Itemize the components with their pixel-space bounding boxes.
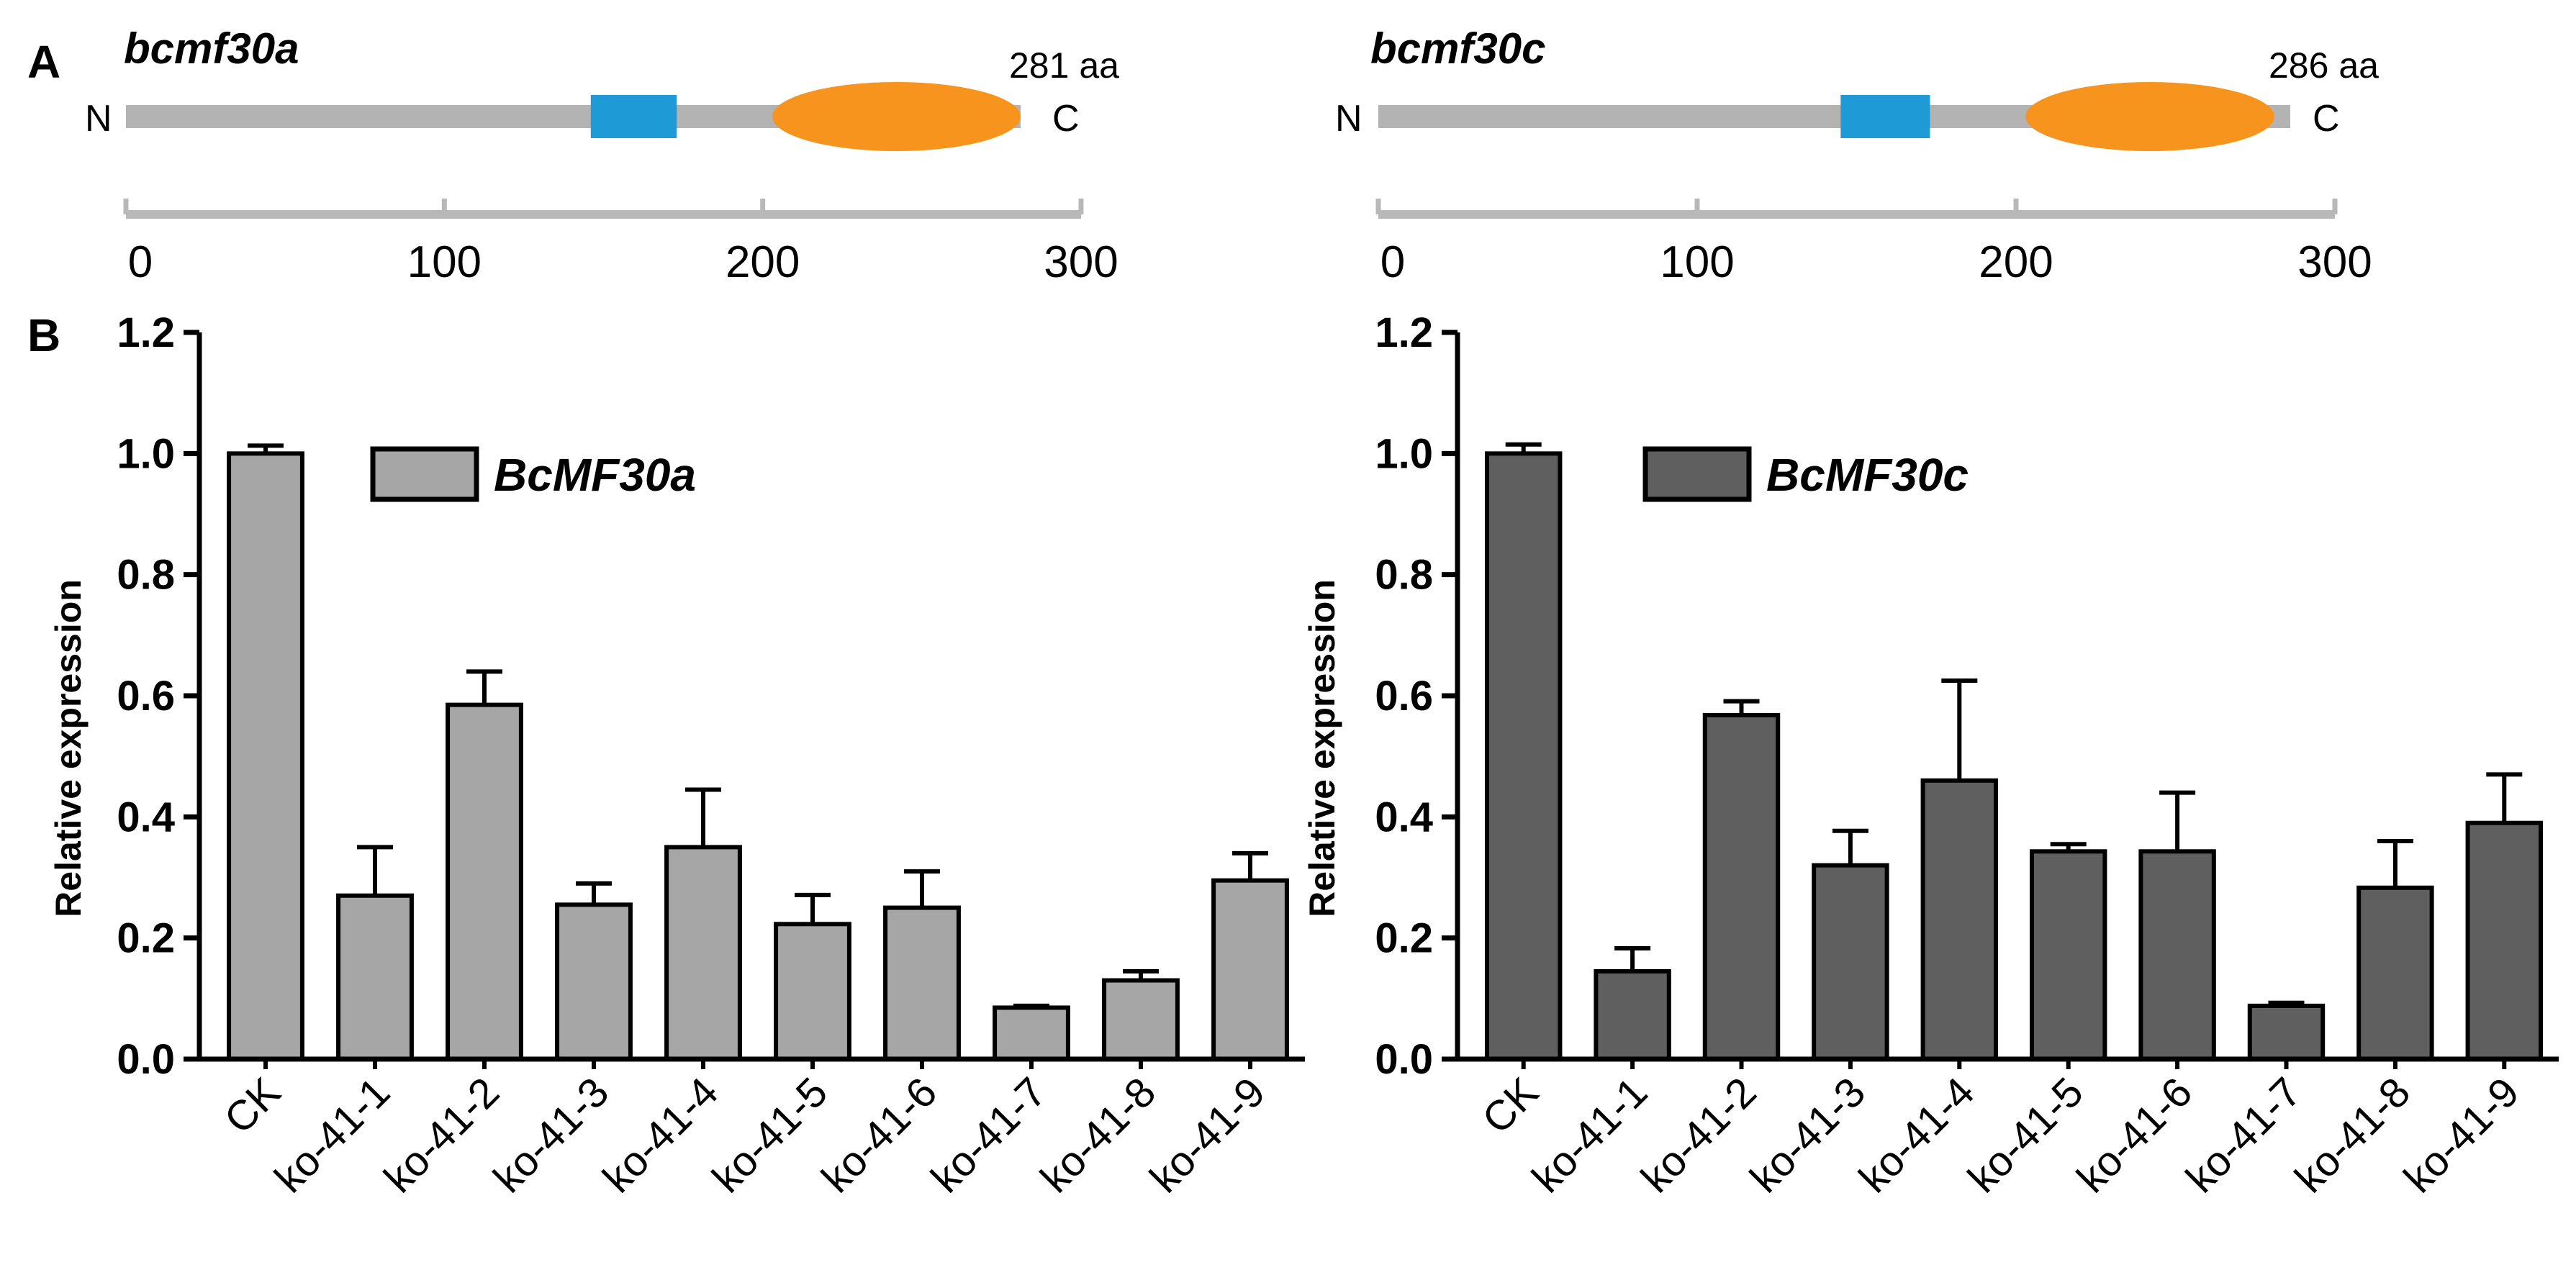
bar-ko-41-5 [774, 922, 851, 1062]
legend-label: BcMF30c [1766, 449, 1969, 501]
gene-name: bcmf30a [124, 24, 299, 73]
protein-diagram-bcmf30a: bcmf30a 281 aa N C 0 100 200 300 [85, 24, 1119, 287]
x-tick-label: ko-41-8 [2286, 1068, 2419, 1202]
bar-ko-41-3 [1812, 863, 1889, 1061]
legend-label: BcMF30a [494, 449, 696, 501]
c-terminus-label: C [2313, 98, 2340, 140]
bar-ko-41-4 [664, 845, 742, 1061]
x-tick-label: ko-41-4 [1850, 1068, 1983, 1202]
x-tick-label: ko-41-2 [1632, 1068, 1766, 1202]
bar-ck [1484, 451, 1563, 1061]
scale-tick-label: 300 [2297, 237, 2372, 287]
bars [227, 443, 1289, 1062]
bar-ko-41-7 [2247, 1003, 2326, 1062]
bar-ck [227, 451, 304, 1061]
x-tick-label: ko-41-9 [2395, 1068, 2528, 1202]
panel-label-b: B [27, 309, 60, 361]
x-tick-label: ko-41-1 [266, 1068, 399, 1202]
scale-bar: 0 100 200 300 [123, 199, 1118, 287]
bar-ko-41-8 [1102, 978, 1180, 1062]
n-terminus-label: N [1335, 98, 1362, 140]
y-tick-label: 1.0 [117, 430, 175, 477]
gene-name: bcmf30c [1370, 24, 1545, 73]
y-tick-label: 0.0 [1375, 1036, 1433, 1083]
bar-chart-bcmf30c: Relative expression CKko-41-1ko-41-2ko-4… [1302, 309, 2559, 1202]
scale-tick-label: 100 [407, 237, 482, 287]
x-tick-label: ko-41-3 [1741, 1068, 1874, 1202]
y-tick-label: 0.2 [117, 915, 175, 962]
bar-ko-41-2 [1702, 712, 1781, 1062]
panel-label-a: A [27, 36, 60, 88]
length-label: 281 aa [1009, 45, 1119, 86]
n-terminus-label: N [85, 98, 112, 140]
x-tick-label: ko-41-3 [484, 1068, 618, 1202]
bar-ko-41-9 [1211, 878, 1289, 1062]
x-tick-label: ko-41-7 [2177, 1068, 2310, 1202]
scale-bar: 0 100 200 300 [1375, 199, 2372, 287]
bar-chart-bcmf30a: Relative expression CKko-41-1ko-41-2ko-4… [48, 309, 1305, 1202]
bar-ko-41-9 [2465, 820, 2544, 1061]
y-tick-label: 0.8 [1375, 552, 1433, 599]
legend-swatch [370, 446, 479, 502]
bar-ko-41-6 [883, 905, 961, 1062]
ellipse-domain [772, 82, 1021, 151]
ellipse-domain [2025, 82, 2274, 151]
bar-ko-41-7 [993, 1005, 1070, 1062]
bar-ko-41-2 [446, 702, 523, 1061]
y-axis-label: Relative expression [48, 579, 89, 917]
y-tick-label: 1.0 [1375, 430, 1433, 477]
y-tick-label: 0.4 [1375, 794, 1433, 840]
x-tick-label: ko-41-6 [813, 1068, 946, 1202]
box-domain [590, 95, 677, 138]
x-tick-label: ko-41-5 [1959, 1068, 2092, 1202]
x-tick-label: ko-41-5 [703, 1068, 836, 1202]
y-tick-label: 0.6 [1375, 673, 1433, 720]
legend: BcMF30c [1642, 446, 1969, 502]
protein-diagram-bcmf30c: bcmf30c 286 aa N C 0 100 200 300 [1335, 24, 2379, 287]
box-domain [1840, 95, 1930, 138]
x-tick-label: ko-41-8 [1031, 1068, 1165, 1202]
y-tick-label: 0.4 [117, 794, 175, 840]
x-tick-label: CK [1473, 1068, 1547, 1143]
y-axis-label: Relative expression [1302, 579, 1342, 917]
bar-ko-41-1 [336, 893, 414, 1061]
y-tick-label: 0.8 [117, 552, 175, 599]
scale-tick-label: 0 [1380, 237, 1405, 287]
bar-ko-41-5 [2029, 849, 2107, 1062]
x-tick-label: ko-41-2 [375, 1068, 508, 1202]
bars [1484, 442, 2544, 1062]
scale-tick-label: 100 [1660, 237, 1734, 287]
x-tick-label: ko-41-7 [922, 1068, 1055, 1202]
y-tick-label: 0.2 [1375, 915, 1433, 962]
bar-ko-41-4 [1920, 778, 1999, 1062]
scale-tick-label: 0 [128, 237, 153, 287]
x-tick-label: CK [215, 1068, 289, 1143]
scale-tick-label: 200 [726, 237, 800, 287]
legend: BcMF30a [370, 446, 696, 502]
y-tick-label: 1.2 [117, 309, 175, 356]
legend-swatch [1642, 446, 1752, 502]
x-tick-label: ko-41-6 [2068, 1068, 2201, 1202]
x-tick-label: ko-41-1 [1523, 1068, 1656, 1202]
y-tick-label: 0.6 [117, 673, 175, 720]
bar-ko-41-6 [2138, 849, 2216, 1062]
y-tick-label: 0.0 [117, 1036, 175, 1083]
length-label: 286 aa [2269, 45, 2379, 86]
scale-tick-label: 200 [1979, 237, 2053, 287]
bar-ko-41-1 [1594, 968, 1671, 1062]
c-terminus-label: C [1052, 98, 1080, 140]
x-tick-label: ko-41-9 [1141, 1068, 1274, 1202]
bar-ko-41-8 [2356, 885, 2434, 1062]
y-tick-label: 1.2 [1375, 309, 1433, 356]
x-tick-label: ko-41-4 [594, 1068, 727, 1202]
bar-ko-41-3 [555, 902, 633, 1061]
scale-tick-label: 300 [1044, 237, 1118, 287]
